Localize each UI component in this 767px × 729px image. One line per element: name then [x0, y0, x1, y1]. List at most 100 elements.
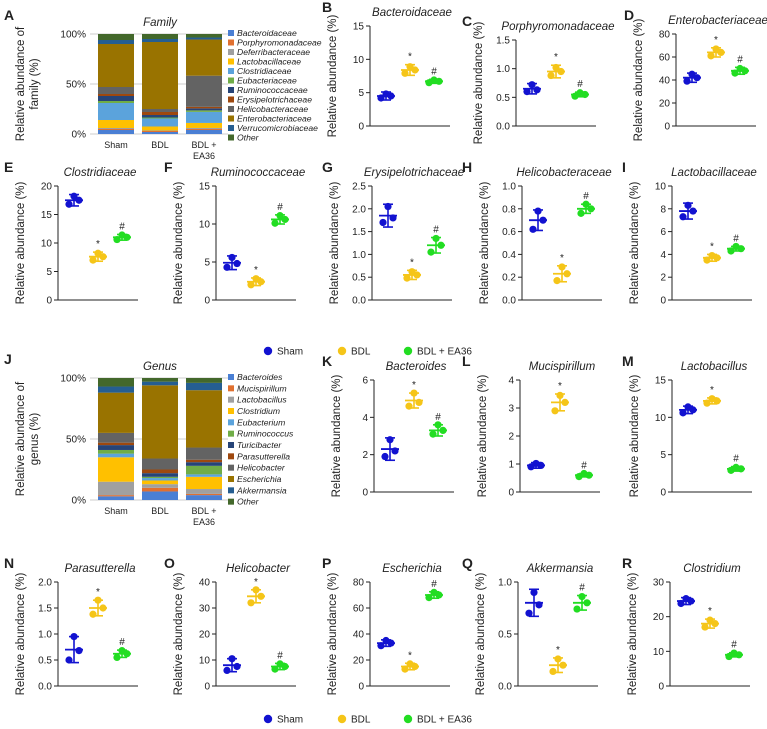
data-point — [233, 259, 241, 268]
significance-mark: # — [577, 79, 583, 90]
panel-m: M Lactobacillus Relative abundance (%) 0 5 10… — [622, 353, 752, 499]
data-point — [547, 71, 555, 80]
bar-segment — [186, 128, 222, 130]
group-bdl-ea36: # — [271, 650, 289, 673]
y-tick-label: 1.5 — [352, 227, 366, 238]
y-axis-label: Relative abundance (%) — [479, 181, 491, 304]
bar-segment — [186, 459, 222, 463]
legend-swatch — [228, 453, 234, 460]
panel-letter: J — [4, 351, 12, 367]
legend-dot — [403, 346, 413, 356]
data-point — [391, 447, 399, 455]
bar-segment — [186, 129, 222, 134]
data-point — [693, 74, 701, 82]
bar-segment — [142, 118, 178, 127]
bar-segment — [142, 480, 178, 485]
panel-title: Enterobacteriaceae — [668, 15, 767, 27]
y-tick-label: 0 — [508, 488, 514, 499]
data-point — [737, 245, 745, 253]
data-point — [413, 271, 421, 279]
bar-segment — [142, 469, 178, 474]
data-point — [551, 407, 559, 415]
data-point — [706, 616, 714, 624]
data-point — [701, 623, 709, 631]
y-tick-label: 15 — [655, 376, 667, 387]
y-tick-label: 5 — [204, 258, 210, 269]
x-tick-label: BDL + — [192, 506, 217, 516]
y-axis-label: Relative abundance (%) — [327, 14, 339, 137]
y-tick-label: 20 — [41, 182, 53, 193]
bar-segment — [142, 130, 178, 131]
bar-segment — [98, 96, 134, 101]
stack-bar: BDL — [142, 378, 178, 516]
data-point — [679, 213, 687, 221]
significance-mark: * — [556, 645, 560, 656]
legend-label: Bacteroides — [237, 372, 283, 382]
significance-mark: # — [431, 66, 437, 77]
panel-letter: L — [462, 353, 471, 369]
bar-segment — [142, 381, 178, 386]
bar-segment — [98, 94, 134, 96]
data-point — [113, 235, 121, 244]
bar-segment — [142, 131, 178, 132]
data-point — [573, 605, 581, 613]
panel-title: Clostridiaceae — [64, 167, 137, 179]
bar-segment — [186, 378, 222, 383]
significance-mark: * — [408, 650, 412, 661]
legend-label: Ruminococcaceae — [237, 85, 308, 95]
significance-mark: # — [581, 461, 587, 472]
panel-p: P Escherichia Relative abundance (%) 0 20 40 6… — [322, 555, 450, 695]
group-sham — [679, 201, 697, 221]
y-tick-label: 0.0 — [38, 682, 52, 693]
data-point — [533, 86, 541, 94]
legend-label: Parasutterella — [237, 451, 290, 461]
data-point — [549, 667, 557, 676]
bar-segment — [142, 39, 178, 42]
y-tick-label: 5 — [46, 267, 52, 278]
y-tick-label: 0 — [660, 296, 666, 307]
data-point — [247, 599, 255, 607]
y-tick-label: 2.0 — [352, 204, 366, 215]
data-point — [411, 66, 419, 74]
data-point — [558, 263, 566, 271]
bar-segment — [142, 42, 178, 109]
group-bdl-ea36: # — [575, 461, 593, 481]
y-tick-label: 100% — [60, 30, 86, 41]
legend-swatch — [228, 49, 234, 55]
data-point — [223, 666, 231, 675]
data-point — [703, 256, 711, 264]
y-axis-label-line2: family (%) — [29, 58, 41, 109]
y-axis-label: Relative abundance (%) — [327, 572, 339, 695]
data-point — [556, 391, 564, 399]
legend-dot — [337, 346, 347, 356]
legend-swatch — [228, 106, 234, 112]
data-point — [737, 465, 745, 473]
significance-mark: # — [277, 202, 283, 213]
legend-label: Other — [237, 497, 260, 507]
y-axis-label: Relative abundance (%) — [473, 21, 485, 144]
group-bdl-ea36: # — [727, 454, 745, 474]
panel-d: D Enterobacteriaceae Relative abundance (%… — [624, 7, 767, 141]
legend-label: Escherichia — [237, 474, 282, 484]
panel-title: Escherichia — [382, 563, 441, 575]
group-bdl-ea36: # — [727, 233, 745, 255]
y-tick-label: 1.5 — [496, 36, 510, 47]
y-tick-label: 0.5 — [352, 273, 366, 284]
group-sham — [679, 403, 697, 417]
data-point — [65, 656, 73, 664]
legend-swatch — [228, 77, 234, 84]
legend-swatch — [228, 487, 234, 494]
significance-mark: * — [408, 52, 412, 63]
data-point — [257, 278, 265, 286]
data-point — [65, 200, 73, 208]
y-axis-label: Relative abundance (%) — [173, 572, 185, 695]
y-tick-label: 20 — [653, 612, 665, 623]
data-point — [677, 599, 685, 608]
data-point — [557, 67, 565, 76]
legend-label: Porphyromonadaceae — [237, 38, 322, 48]
bar-segment — [98, 101, 134, 103]
y-tick-label: 1.0 — [498, 578, 512, 589]
data-point — [89, 256, 97, 264]
group-bdl-ea36: # — [427, 225, 445, 256]
group-bdl: * — [401, 650, 419, 673]
